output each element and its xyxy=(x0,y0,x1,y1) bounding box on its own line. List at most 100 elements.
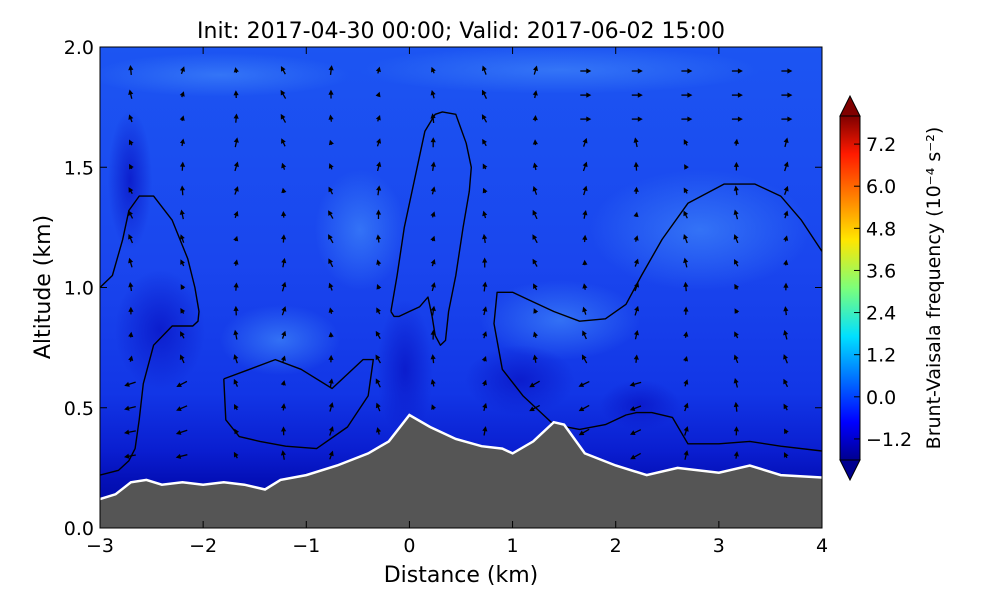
wind-arrow xyxy=(683,210,689,219)
wind-arrow xyxy=(233,90,239,99)
wind-arrow xyxy=(375,234,382,243)
wind-arrow xyxy=(783,259,789,266)
wind-arrow xyxy=(176,380,188,387)
wind-arrow xyxy=(631,92,643,98)
wind-arrow xyxy=(376,284,382,290)
wind-arrow-head xyxy=(733,234,739,240)
wind-arrow xyxy=(482,331,488,339)
contour-line xyxy=(100,195,200,476)
wind-arrow xyxy=(233,282,239,291)
wind-arrow xyxy=(733,377,739,388)
wind-arrow xyxy=(734,308,740,314)
wind-arrow xyxy=(683,306,689,315)
wind-arrow-head xyxy=(430,161,436,167)
wind-arrow-head xyxy=(233,210,239,217)
wind-arrow-head xyxy=(328,114,334,120)
wind-arrow-head xyxy=(482,331,488,337)
x-axis-label: Distance (km) xyxy=(384,563,539,588)
wind-arrow-head xyxy=(179,161,186,167)
wind-arrow xyxy=(578,404,590,412)
wind-arrow-head xyxy=(683,331,689,337)
wind-arrow-head xyxy=(180,307,186,314)
x-tick-label: 2 xyxy=(610,535,622,557)
wind-arrow-head xyxy=(179,209,185,215)
colorbar-tick-label: 6.0 xyxy=(866,176,896,198)
wind-arrow-head xyxy=(783,452,789,458)
wind-arrow xyxy=(781,68,793,74)
wind-arrow xyxy=(683,281,689,292)
field-dark-patch xyxy=(115,270,205,390)
x-tick-label: 3 xyxy=(713,535,725,557)
wind-arrow xyxy=(783,210,789,219)
wind-arrow xyxy=(328,402,334,412)
wind-arrow-head xyxy=(532,162,538,168)
wind-arrow-head xyxy=(482,257,488,263)
wind-arrow-head xyxy=(280,66,286,72)
wind-arrow-head xyxy=(683,450,689,456)
colorbar-extend-bottom xyxy=(839,459,861,482)
wind-arrow-head xyxy=(783,329,789,336)
wind-arrow xyxy=(482,426,488,436)
wind-arrow-head xyxy=(532,90,538,96)
colorbar-tick-label: 2.4 xyxy=(866,303,896,325)
wind-arrow xyxy=(582,259,588,266)
wind-arrow xyxy=(128,89,134,99)
contour-line xyxy=(493,183,822,452)
x-tick-label: −2 xyxy=(189,535,217,557)
wind-arrow-head xyxy=(328,354,334,361)
wind-arrow-head xyxy=(176,406,182,411)
wind-arrow-shaft xyxy=(127,430,136,434)
wind-arrow xyxy=(681,116,693,122)
wind-arrow-head xyxy=(328,378,334,384)
wind-arrow-head xyxy=(737,92,743,98)
wind-arrow xyxy=(532,115,538,122)
wind-arrow-head xyxy=(328,234,333,240)
wind-arrow-head xyxy=(233,378,239,385)
wind-arrow xyxy=(683,331,689,338)
wind-arrow-head xyxy=(481,379,487,386)
wind-arrow-head xyxy=(375,234,382,240)
wind-arrow xyxy=(731,92,743,98)
wind-arrow xyxy=(532,162,538,171)
wind-arrow-head xyxy=(179,185,186,191)
wind-arrow xyxy=(482,281,488,292)
colorbar-ticks: −1.2 0.0 1.2 2.4 3.6 4.8 6.0 7.2 xyxy=(854,134,912,451)
wind-arrow-head xyxy=(734,308,740,314)
wind-arrow-head xyxy=(683,306,689,312)
wind-arrow xyxy=(233,210,239,219)
wind-arrow-head xyxy=(683,355,689,362)
wind-arrow xyxy=(234,428,240,435)
wind-arrow-head xyxy=(328,258,333,264)
wind-arrow xyxy=(281,187,287,194)
wind-arrow xyxy=(532,209,538,220)
wind-arrow xyxy=(731,116,743,122)
wind-arrow xyxy=(633,235,639,242)
wind-arrow-head xyxy=(783,378,788,385)
wind-arrow-head xyxy=(733,451,739,457)
wind-arrow xyxy=(233,67,239,74)
wind-arrow xyxy=(179,209,185,220)
wind-arrow xyxy=(281,306,287,316)
wind-arrow-head xyxy=(582,137,588,144)
wind-arrow-head xyxy=(431,404,437,410)
wind-arrow xyxy=(633,161,639,171)
wind-arrow-head xyxy=(633,258,639,265)
wind-arrow xyxy=(233,137,239,148)
x-tick-label: 0 xyxy=(403,535,415,557)
wind-arrow-head xyxy=(234,428,240,435)
wind-arrow xyxy=(482,163,488,170)
wind-arrow-head xyxy=(328,402,334,408)
wind-arrow-head xyxy=(233,90,239,96)
wind-arrow-head xyxy=(633,211,639,218)
wind-arrow-head xyxy=(737,116,743,122)
wind-arrow-head xyxy=(481,89,487,96)
colorbar-tick-label: −1.2 xyxy=(866,429,912,451)
wind-arrow xyxy=(180,66,185,75)
wind-arrow-head xyxy=(532,65,538,72)
wind-arrow-head xyxy=(532,139,538,145)
wind-arrow-head xyxy=(233,161,239,168)
wind-arrow xyxy=(280,426,287,436)
wind-arrow xyxy=(783,137,789,148)
field-light-patch xyxy=(100,53,350,97)
wind-arrow xyxy=(533,331,539,338)
